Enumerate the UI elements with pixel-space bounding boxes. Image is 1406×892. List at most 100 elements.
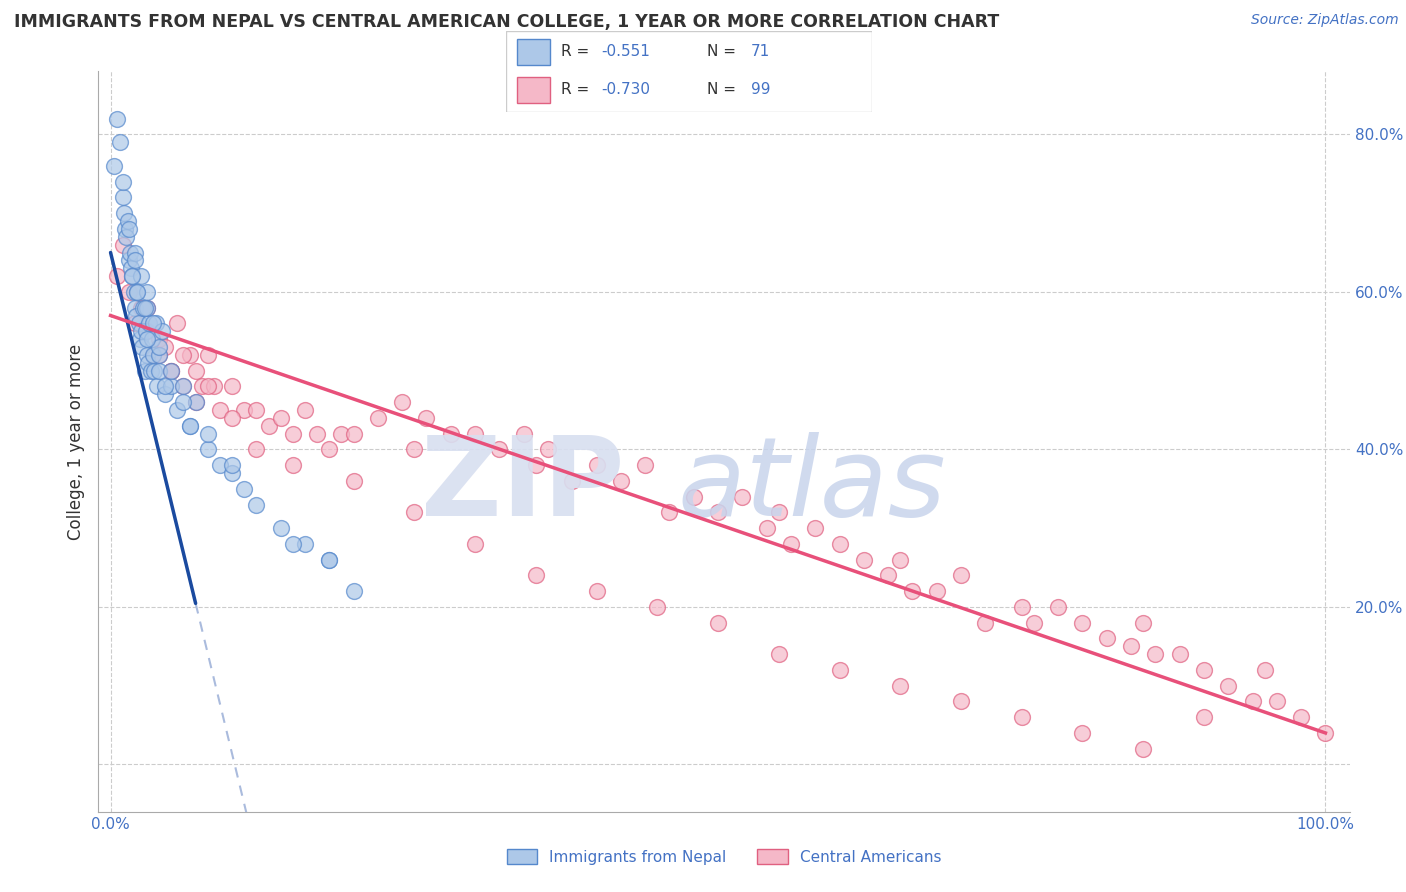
Point bbox=[179, 418, 201, 433]
Point bbox=[129, 269, 152, 284]
Point bbox=[124, 317, 146, 331]
Point bbox=[136, 332, 159, 346]
Point bbox=[949, 694, 972, 708]
Point bbox=[111, 190, 134, 204]
Point bbox=[166, 403, 188, 417]
Point bbox=[202, 379, 225, 393]
Point bbox=[160, 364, 183, 378]
Point bbox=[124, 253, 146, 268]
Point bbox=[118, 222, 141, 236]
Point bbox=[121, 269, 143, 284]
Point bbox=[828, 537, 851, 551]
Point bbox=[294, 537, 316, 551]
Point bbox=[155, 340, 177, 354]
Point bbox=[136, 301, 159, 315]
Legend: Immigrants from Nepal, Central Americans: Immigrants from Nepal, Central Americans bbox=[501, 843, 948, 871]
Point bbox=[112, 206, 135, 220]
Point bbox=[828, 663, 851, 677]
Point bbox=[852, 552, 875, 566]
Point bbox=[136, 301, 159, 315]
Point bbox=[120, 261, 142, 276]
Point bbox=[585, 458, 607, 472]
Point bbox=[281, 426, 304, 441]
Point bbox=[1132, 741, 1154, 756]
Point bbox=[145, 317, 167, 331]
Y-axis label: College, 1 year or more: College, 1 year or more bbox=[66, 343, 84, 540]
Point bbox=[184, 364, 207, 378]
Point bbox=[142, 317, 165, 331]
Point bbox=[184, 395, 207, 409]
Point bbox=[122, 285, 145, 299]
Point bbox=[731, 490, 754, 504]
Point bbox=[221, 379, 243, 393]
Text: N =: N = bbox=[707, 82, 737, 97]
Point bbox=[281, 537, 304, 551]
Point bbox=[281, 458, 304, 472]
Point bbox=[128, 317, 150, 331]
Point bbox=[1265, 694, 1288, 708]
Point bbox=[179, 348, 201, 362]
Point bbox=[524, 568, 547, 582]
Point bbox=[110, 135, 132, 149]
Point bbox=[142, 348, 165, 362]
Point bbox=[143, 364, 166, 378]
Point bbox=[105, 269, 128, 284]
Point bbox=[197, 379, 219, 393]
Point bbox=[142, 348, 165, 362]
Point bbox=[139, 364, 162, 378]
Point bbox=[1022, 615, 1045, 630]
Text: IMMIGRANTS FROM NEPAL VS CENTRAL AMERICAN COLLEGE, 1 YEAR OR MORE CORRELATION CH: IMMIGRANTS FROM NEPAL VS CENTRAL AMERICA… bbox=[14, 13, 1000, 31]
Point bbox=[166, 317, 188, 331]
Point bbox=[1132, 615, 1154, 630]
Point bbox=[129, 301, 152, 315]
Point bbox=[645, 599, 668, 614]
Point bbox=[129, 324, 152, 338]
Point bbox=[148, 340, 170, 354]
Text: -0.730: -0.730 bbox=[602, 82, 650, 97]
Point bbox=[128, 332, 150, 346]
Text: atlas: atlas bbox=[678, 433, 946, 540]
Point bbox=[117, 214, 139, 228]
Point bbox=[707, 505, 730, 519]
Point bbox=[367, 411, 389, 425]
Point bbox=[155, 387, 177, 401]
Point bbox=[440, 426, 463, 441]
Point bbox=[131, 340, 153, 354]
Point bbox=[1192, 710, 1215, 724]
Point bbox=[561, 474, 583, 488]
Point bbox=[1192, 663, 1215, 677]
Point bbox=[889, 552, 911, 566]
Point bbox=[780, 537, 803, 551]
Point bbox=[1254, 663, 1277, 677]
Point bbox=[1011, 599, 1033, 614]
Point bbox=[877, 568, 900, 582]
Point bbox=[141, 332, 163, 346]
Point bbox=[190, 379, 212, 393]
Text: R =: R = bbox=[561, 82, 589, 97]
Point bbox=[330, 426, 353, 441]
Point bbox=[464, 537, 486, 551]
Point bbox=[127, 285, 149, 299]
Point bbox=[889, 679, 911, 693]
Point bbox=[488, 442, 510, 457]
Point bbox=[136, 356, 159, 370]
Point bbox=[415, 411, 437, 425]
Point bbox=[342, 426, 364, 441]
Point bbox=[1241, 694, 1264, 708]
Point bbox=[1315, 726, 1337, 740]
Text: 71: 71 bbox=[751, 44, 770, 59]
Point bbox=[179, 418, 201, 433]
Point bbox=[245, 403, 267, 417]
Bar bbox=[517, 39, 550, 65]
Point bbox=[318, 552, 340, 566]
Point bbox=[127, 285, 149, 299]
Point bbox=[537, 442, 560, 457]
Point bbox=[682, 490, 704, 504]
Point bbox=[294, 403, 316, 417]
Point bbox=[172, 395, 194, 409]
Point bbox=[148, 348, 170, 362]
Point bbox=[524, 458, 547, 472]
Text: 99: 99 bbox=[751, 82, 770, 97]
Point bbox=[512, 426, 534, 441]
Point bbox=[155, 379, 177, 393]
